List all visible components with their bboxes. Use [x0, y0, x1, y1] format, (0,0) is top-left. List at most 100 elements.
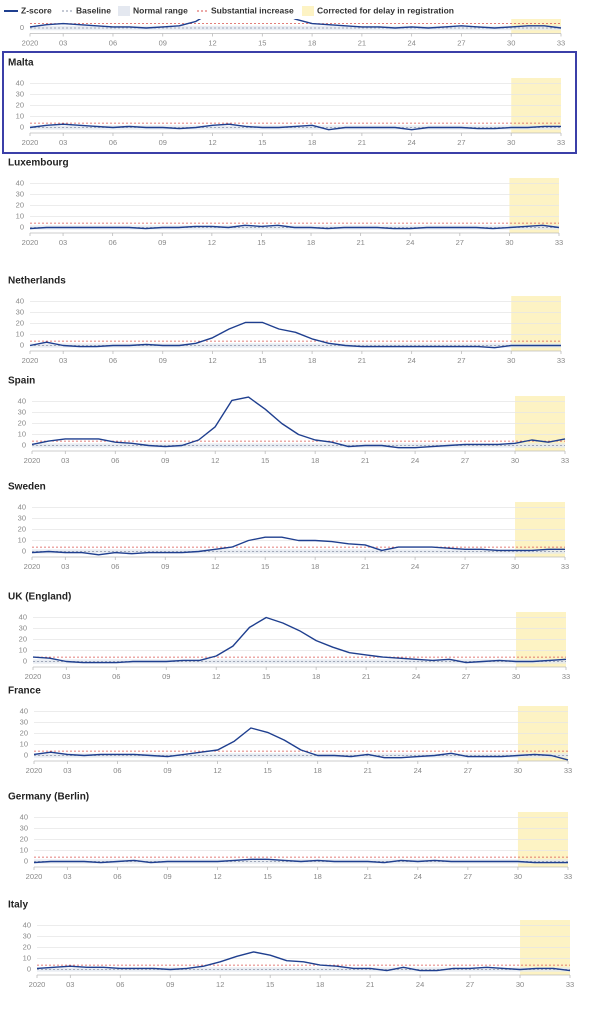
x-tick-label: 06	[113, 766, 121, 775]
legend-label: Substantial increase	[211, 5, 294, 15]
x-tick-label: 18	[308, 138, 316, 147]
x-tick-label: 03	[59, 138, 67, 147]
panel: Germany (Berlin) 0 10 20 30 40 2020 03 06 09 12 15 1…	[8, 792, 572, 881]
normal-range	[32, 443, 565, 448]
x-tick-label: 12	[216, 980, 224, 989]
x-tick-label: 18	[308, 356, 316, 365]
x-tick-label: 06	[111, 456, 119, 465]
x-tick-label: 15	[263, 872, 271, 881]
y-tick-label: 10	[18, 535, 26, 544]
x-tick-label: 33	[564, 766, 572, 775]
y-tick-label: 20	[16, 200, 24, 209]
x-tick-label: 27	[464, 766, 472, 775]
y-tick-label: 20	[19, 634, 27, 643]
x-tick-label: 24	[414, 766, 422, 775]
y-tick-label: 30	[19, 623, 27, 632]
x-tick-label: 15	[258, 38, 266, 47]
z-score-line	[29, 0, 562, 29]
normal-range	[37, 967, 570, 972]
x-tick-label: 12	[208, 138, 216, 147]
x-tick-label: 06	[112, 672, 120, 681]
x-tick-label: 21	[364, 766, 372, 775]
panel-title: UK (England)	[8, 592, 71, 603]
y-tick-label: 0	[27, 964, 31, 973]
x-tick-label: 2020	[25, 672, 42, 681]
legend-label: Z-score	[21, 5, 52, 15]
x-tick-label: 30	[507, 38, 515, 47]
x-tick-label: 12	[212, 672, 220, 681]
panel: Malta 0 10 20 30 40 2020 03 06 09 12 15 18 21 24 27 30 33	[8, 58, 565, 147]
x-tick-label: 21	[358, 38, 366, 47]
x-tick-label: 06	[116, 980, 124, 989]
x-tick-label: 33	[557, 38, 565, 47]
y-tick-label: 40	[18, 396, 26, 405]
panel: Sweden 0 10 20 30 40 2020 03 06 09 12 15 18 21 24 27 30 3…	[8, 482, 569, 571]
y-tick-label: 0	[20, 23, 24, 32]
legend-icon	[118, 6, 130, 16]
panel: UK (England) 0 10 20 30 40 2020 03 06 09 12 15 18 21 2…	[8, 592, 570, 681]
y-tick-label: 20	[18, 418, 26, 427]
y-tick-label: 40	[23, 920, 31, 929]
y-tick-label: 40	[16, 178, 24, 187]
x-tick-label: 15	[258, 138, 266, 147]
z-score-line	[31, 536, 565, 556]
y-tick-label: 40	[20, 706, 28, 715]
x-tick-label: 27	[457, 38, 465, 47]
y-tick-label: 30	[16, 307, 24, 316]
z-score-line	[33, 727, 569, 761]
y-tick-label: 10	[18, 429, 26, 438]
y-tick-label: 30	[20, 823, 28, 832]
x-tick-label: 33	[557, 356, 565, 365]
x-tick-label: 09	[159, 138, 167, 147]
y-tick-label: 10	[16, 329, 24, 338]
x-tick-label: 18	[314, 872, 322, 881]
legend-label: Baseline	[76, 5, 111, 15]
x-tick-label: 09	[166, 980, 174, 989]
x-tick-label: 24	[411, 562, 419, 571]
x-tick-label: 21	[362, 672, 370, 681]
y-tick-label: 10	[20, 845, 28, 854]
x-tick-label: 09	[163, 766, 171, 775]
y-tick-label: 40	[16, 296, 24, 305]
x-tick-label: 18	[307, 238, 315, 247]
selected-panel[interactable]	[2, 51, 577, 154]
x-tick-label: 15	[257, 238, 265, 247]
x-tick-label: 03	[61, 456, 69, 465]
x-tick-label: 09	[163, 872, 171, 881]
x-tick-label: 09	[161, 456, 169, 465]
x-tick-label: 18	[314, 766, 322, 775]
x-tick-label: 33	[561, 456, 569, 465]
y-tick-label: 10	[16, 211, 24, 220]
x-tick-label: 2020	[22, 38, 39, 47]
y-tick-label: 20	[18, 524, 26, 533]
x-tick-label: 33	[566, 980, 574, 989]
y-tick-label: 10	[19, 645, 27, 654]
x-tick-label: 30	[505, 238, 513, 247]
x-tick-label: 24	[407, 356, 415, 365]
y-tick-label: 30	[18, 513, 26, 522]
x-tick-label: 30	[511, 456, 519, 465]
panel-title: Malta	[8, 58, 34, 69]
x-tick-label: 18	[311, 456, 319, 465]
x-tick-label: 33	[562, 672, 570, 681]
y-tick-label: 30	[20, 717, 28, 726]
x-tick-label: 2020	[24, 562, 41, 571]
normal-range	[33, 659, 566, 664]
x-tick-label: 24	[412, 672, 420, 681]
z-score-line	[32, 616, 567, 664]
y-tick-label: 0	[20, 222, 24, 231]
panel-title: Italy	[8, 900, 28, 911]
panel: Italy 0 10 20 30 40 2020 03 06 09 12 15 18 21 24 27 30 33	[8, 900, 574, 989]
legend-label: Normal range	[133, 5, 188, 15]
y-tick-label: 40	[19, 612, 27, 621]
x-tick-label: 30	[516, 980, 524, 989]
x-tick-label: 18	[311, 562, 319, 571]
x-tick-label: 03	[59, 238, 67, 247]
x-tick-label: 21	[361, 562, 369, 571]
y-tick-label: 40	[16, 78, 24, 87]
x-tick-label: 09	[162, 672, 170, 681]
x-tick-label: 03	[59, 356, 67, 365]
panel: Spain 0 10 20 30 40 2020 03 06 09 12 15 18 21 24 27 30 33	[8, 376, 569, 465]
panel: France 0 10 20 30 40 2020 03 06 09 12 15 18 21 24 27 30 3…	[8, 686, 572, 775]
